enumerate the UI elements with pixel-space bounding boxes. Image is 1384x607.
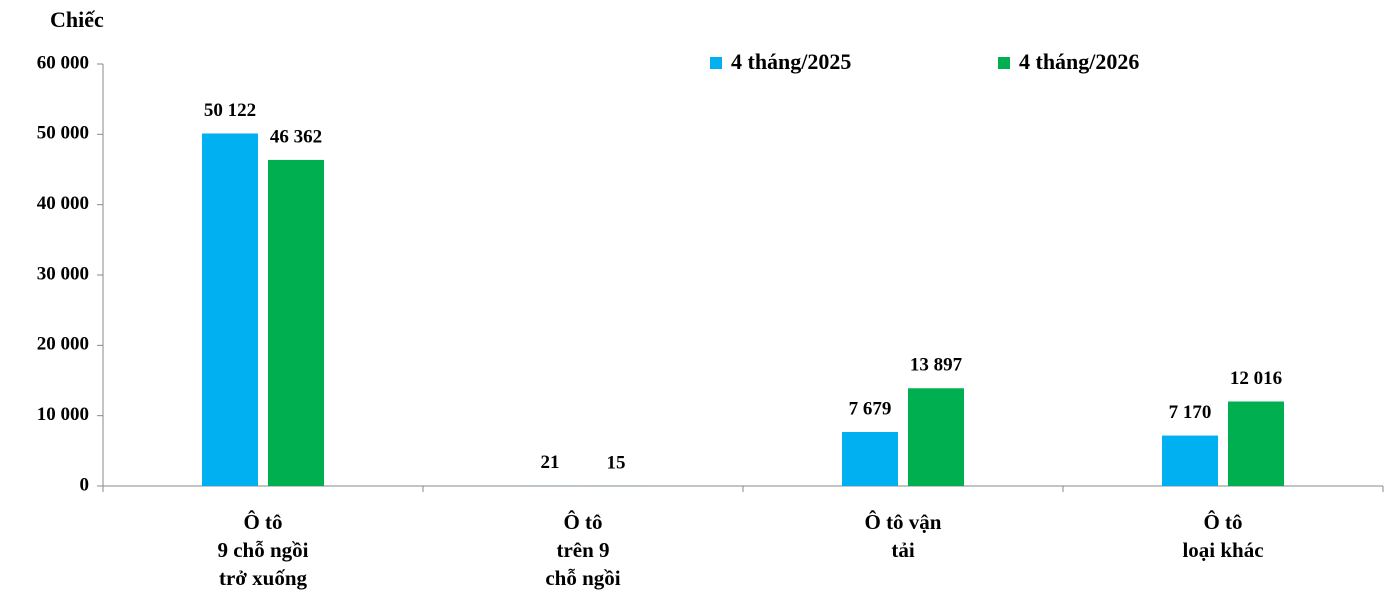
bar — [908, 388, 964, 486]
y-tick-label: 10 000 — [37, 404, 89, 425]
x-tick-label-line: Ô tô — [1203, 510, 1242, 534]
bar — [202, 133, 258, 486]
value-label: 15 — [607, 452, 626, 473]
value-label: 12 016 — [1230, 368, 1282, 389]
x-tick-label: Ô tô trên 9 chỗ ngồi — [545, 510, 620, 590]
x-tick-label-line: chỗ ngồi — [545, 566, 620, 590]
x-tick-label-line: trở xuống — [219, 566, 308, 590]
value-label: 7 170 — [1169, 402, 1212, 423]
x-tick-label: Ô tô 9 chỗ ngồi trở xuống — [217, 510, 308, 590]
x-tick-label-line: Ô tô vận — [864, 510, 941, 534]
y-axis-label: Chiếc — [50, 7, 104, 32]
y-tick-label: 20 000 — [37, 334, 89, 355]
y-tick-label: 30 000 — [37, 263, 89, 284]
bar — [268, 159, 324, 486]
x-tick-label: Ô tô vận tải — [864, 510, 941, 562]
value-label: 50 122 — [204, 100, 256, 121]
x-tick-label-line: 9 chỗ ngồi — [217, 538, 308, 562]
x-tick-label-line: loại khác — [1182, 538, 1263, 562]
y-tick-label: 40 000 — [37, 193, 89, 214]
x-tick-label-line: tải — [891, 538, 914, 562]
legend-swatch — [998, 57, 1010, 69]
x-tick-label-line: trên 9 — [556, 538, 609, 562]
bar — [1228, 401, 1284, 486]
y-tick-label: 50 000 — [37, 123, 89, 144]
value-label: 13 897 — [910, 355, 963, 376]
bar — [1162, 435, 1218, 486]
value-label: 7 679 — [849, 398, 892, 419]
value-label: 21 — [541, 452, 560, 473]
y-tick-label: 60 000 — [37, 52, 89, 73]
value-label: 46 362 — [270, 126, 322, 147]
legend-swatch — [710, 57, 722, 69]
x-tick-label: Ô tô loại khác — [1182, 510, 1263, 562]
bar — [842, 431, 898, 486]
y-tick-label: 0 — [80, 474, 90, 495]
legend-label: 4 tháng/2025 — [731, 49, 851, 74]
legend-label: 4 tháng/2026 — [1019, 49, 1139, 74]
x-tick-label-line: Ô tô — [563, 510, 602, 534]
x-tick-label-line: Ô tô — [243, 510, 282, 534]
